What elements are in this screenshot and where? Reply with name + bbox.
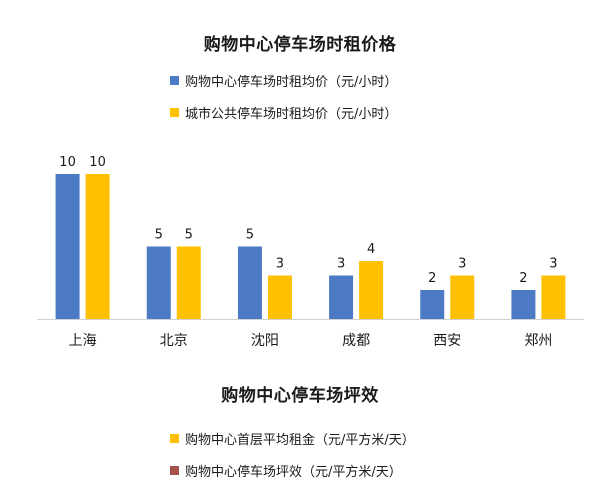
bar-series-1-6 <box>511 290 536 319</box>
bar-series-2-5 <box>450 275 475 319</box>
legend-swatch-series-1 <box>170 75 179 85</box>
data-label-series-1-3: 5 <box>246 228 254 243</box>
x-tick-label-1: 上海 <box>69 333 97 349</box>
data-label-series-2-3: 3 <box>276 257 284 272</box>
x-tick-label-3: 沈阳 <box>251 333 279 349</box>
bar-series-1-3 <box>237 246 262 319</box>
data-label-series-1-6: 2 <box>519 271 527 286</box>
legend-swatch-series-2 <box>170 107 179 117</box>
second-legend-label-2: 购物中心停车场坪效（元/平方米/天） <box>185 464 402 480</box>
bar-series-1-5 <box>420 290 445 319</box>
legend-item-series-1: 购物中心停车场时租均价（元/小时） <box>170 72 398 90</box>
bar-series-2-6 <box>541 275 566 319</box>
data-label-series-2-1: 10 <box>89 155 106 170</box>
data-label-series-2-4: 4 <box>367 242 375 257</box>
data-label-series-2-6: 3 <box>549 257 557 272</box>
bar-series-2-4 <box>359 261 384 319</box>
data-label-series-1-5: 2 <box>428 271 436 286</box>
second-legend-swatch-1 <box>170 433 179 443</box>
second-legend-swatch-2 <box>170 465 179 475</box>
bar-series-1-2 <box>146 246 171 319</box>
x-tick-label-6: 郑州 <box>524 333 552 349</box>
legend-label-series-1: 购物中心停车场时租均价（元/小时） <box>185 74 398 90</box>
legend-label-series-2: 城市公共停车场时租均价（元/小时） <box>185 106 398 122</box>
chart-title: 购物中心停车场时租价格 <box>203 35 397 55</box>
bar-series-2-2 <box>176 246 201 319</box>
data-label-series-1-1: 10 <box>59 155 76 170</box>
second-chart-legend: 购物中心首层平均租金（元/平方米/天） 购物中心停车场坪效（元/平方米/天） <box>170 430 415 480</box>
bar-series-1-1 <box>55 174 80 319</box>
x-tick-label-4: 成都 <box>342 333 370 349</box>
second-chart-title: 购物中心停车场坪效 <box>221 386 379 406</box>
bar-series-1-4 <box>329 275 354 319</box>
data-label-series-1-4: 3 <box>337 257 345 272</box>
data-label-series-2-2: 5 <box>185 228 193 243</box>
second-legend-label-1: 购物中心首层平均租金（元/平方米/天） <box>185 432 415 448</box>
legend-item-series-2: 城市公共停车场时租均价（元/小时） <box>170 104 398 122</box>
x-tick-label-2: 北京 <box>160 333 188 349</box>
bar-series-2-3 <box>267 275 292 319</box>
data-label-series-1-2: 5 <box>155 228 163 243</box>
second-legend-item-2: 购物中心停车场坪效（元/平方米/天） <box>170 462 415 480</box>
chart-legend: 购物中心停车场时租均价（元/小时） 城市公共停车场时租均价（元/小时） <box>170 72 398 122</box>
x-tick-label-5: 西安 <box>433 333 461 349</box>
data-label-series-2-5: 3 <box>458 257 466 272</box>
second-legend-item-1: 购物中心首层平均租金（元/平方米/天） <box>170 430 415 448</box>
bar-series-2-1 <box>85 174 110 319</box>
